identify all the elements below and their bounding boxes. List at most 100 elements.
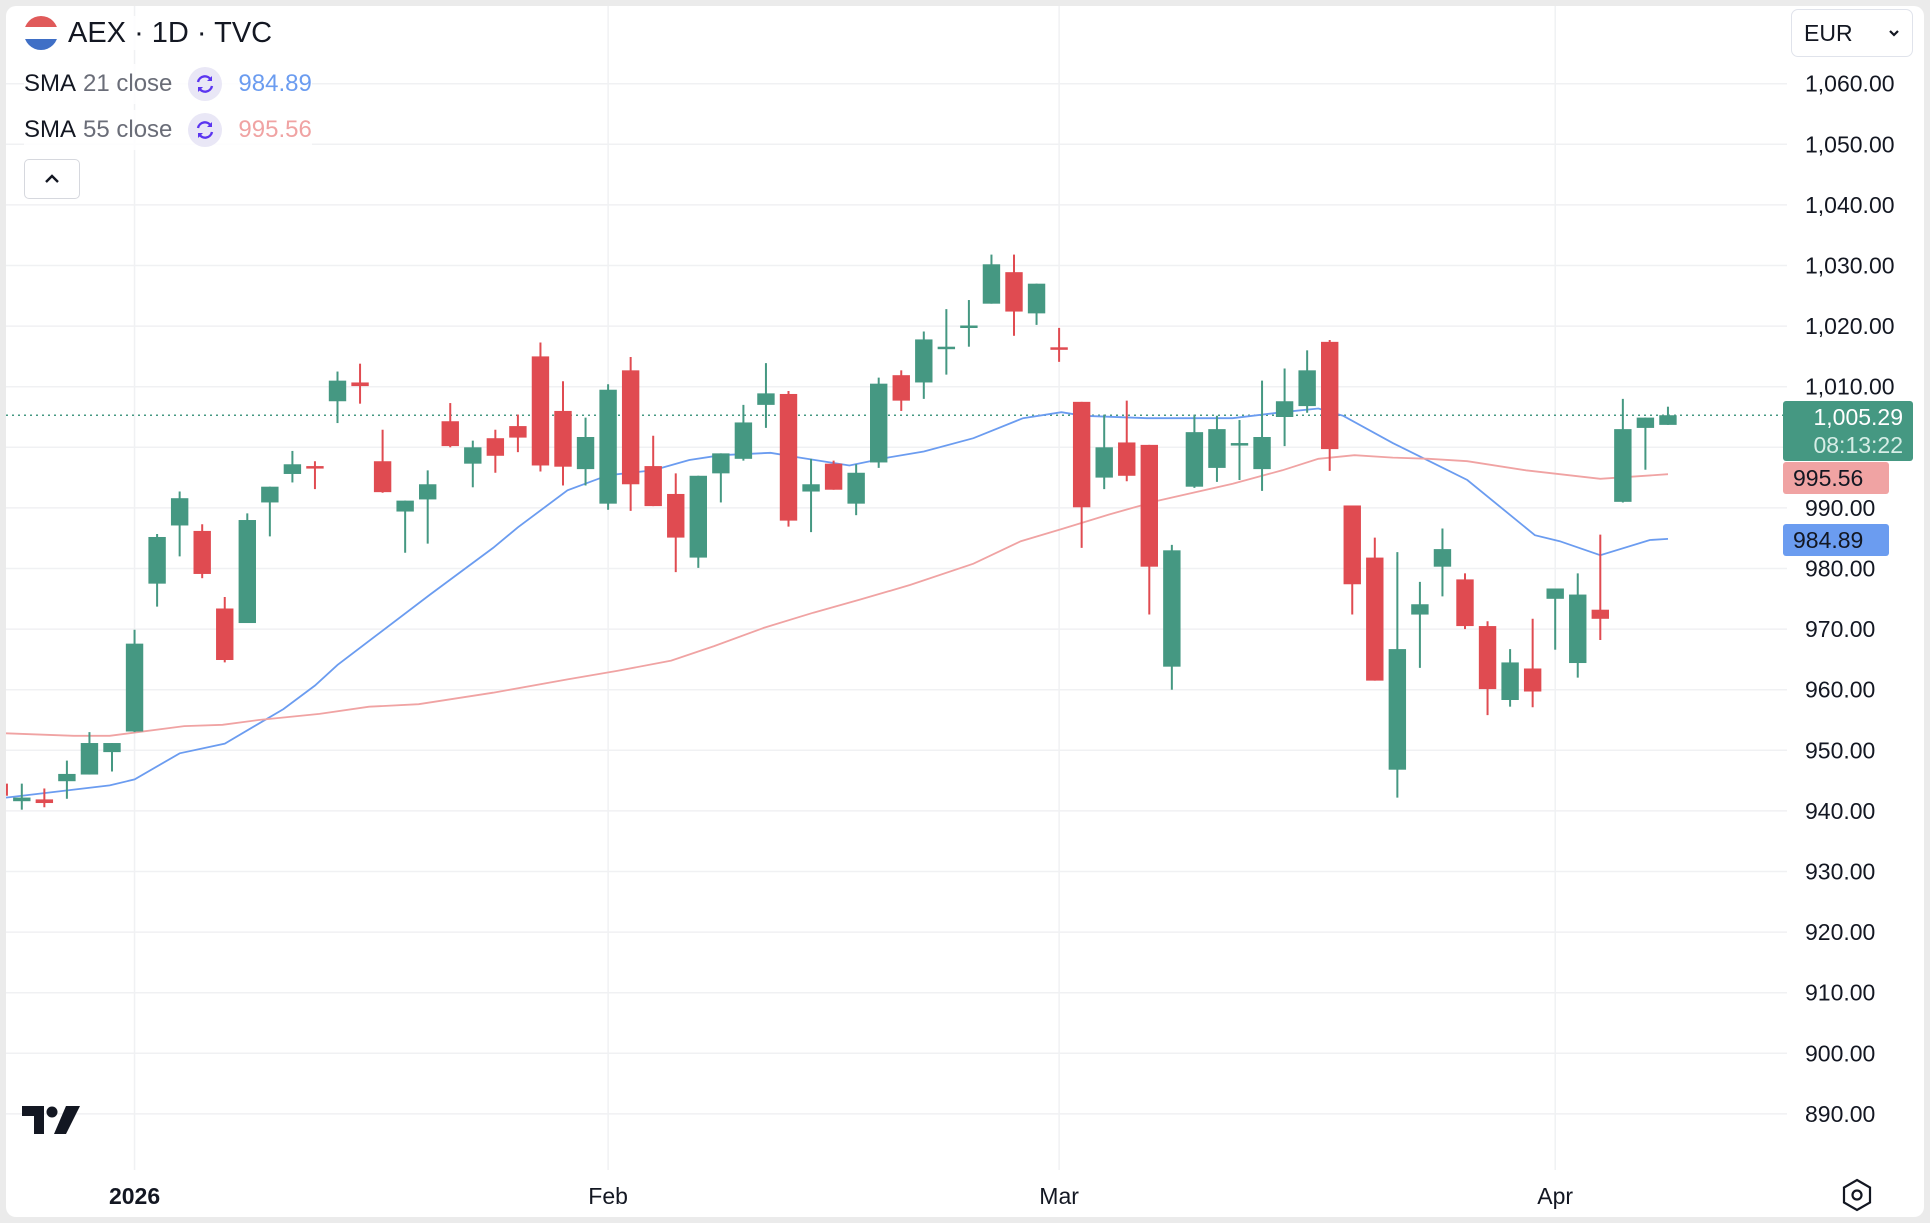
candles xyxy=(6,254,1677,810)
candle-down xyxy=(441,403,459,448)
candle-down xyxy=(779,390,798,527)
candle-up xyxy=(847,464,865,516)
tradingview-logo[interactable] xyxy=(22,1106,84,1138)
y-tick-label: 1,040.00 xyxy=(1805,192,1895,218)
candle-body xyxy=(892,375,910,401)
refresh-icon[interactable] xyxy=(188,113,223,147)
currency-select[interactable]: EUR xyxy=(1791,9,1913,57)
bar-countdown: 08:13:22 xyxy=(1813,432,1903,458)
y-tick-label: 940.00 xyxy=(1805,798,1875,824)
candle-up xyxy=(80,732,99,775)
indicator-value: 995.56 xyxy=(238,116,312,143)
candle-body xyxy=(824,463,843,490)
candle-up xyxy=(734,404,753,461)
indicator-sma21[interactable]: SMA 21 close 984.89 xyxy=(24,64,312,104)
candle-body xyxy=(531,356,550,466)
sma55-line xyxy=(6,454,1669,737)
candle-body xyxy=(982,264,1001,304)
candle-up xyxy=(982,254,1001,304)
flag-stripe-white xyxy=(24,27,58,39)
candle-up xyxy=(1208,415,1226,482)
candle-down xyxy=(824,460,843,490)
candle-body xyxy=(1005,272,1023,312)
y-tick-label: 1,050.00 xyxy=(1805,131,1895,157)
candle-up xyxy=(1659,406,1677,425)
candle-body xyxy=(1230,443,1249,446)
candle-body xyxy=(1569,594,1587,664)
candle-down xyxy=(216,596,234,663)
candle-body xyxy=(1456,579,1474,627)
time-axis[interactable]: 2026 Feb Mar Apr xyxy=(109,1183,1573,1209)
candle-body xyxy=(13,797,31,802)
candle-down xyxy=(35,788,54,808)
candle-body xyxy=(576,436,595,470)
candle-body xyxy=(757,393,775,405)
y-tick-label: 950.00 xyxy=(1805,737,1875,763)
candle-down xyxy=(1366,537,1384,681)
candle-down xyxy=(1072,401,1091,548)
candle-body xyxy=(1163,550,1181,667)
candle-body xyxy=(351,382,369,387)
candle-up xyxy=(261,486,279,537)
candle-body xyxy=(58,773,76,782)
candle-up xyxy=(1230,420,1249,481)
candle-down xyxy=(306,461,324,490)
candle-body xyxy=(1050,347,1068,350)
candle-up xyxy=(1636,417,1655,470)
y-tick-label: 1,030.00 xyxy=(1805,253,1895,279)
candle-down xyxy=(1591,534,1609,641)
candle-body xyxy=(6,783,8,796)
candle-up xyxy=(937,309,956,375)
candle-body xyxy=(779,393,798,521)
x-tick-label: Apr xyxy=(1537,1183,1573,1209)
candle-up xyxy=(170,491,189,557)
symbol-legend[interactable]: AEX · 1D · TVC xyxy=(24,16,273,50)
candle-body xyxy=(1140,444,1158,567)
candle-body xyxy=(689,475,707,558)
candle-body xyxy=(847,472,865,504)
candle-body xyxy=(1253,436,1271,470)
x-tick-label: Feb xyxy=(588,1183,628,1209)
collapse-legend-button[interactable] xyxy=(24,159,80,199)
candle-down xyxy=(1005,254,1023,336)
indicator-name: SMA xyxy=(24,70,77,97)
candle-up xyxy=(238,513,256,624)
candle-down xyxy=(1478,621,1497,716)
candle-down xyxy=(554,381,572,486)
candle-down xyxy=(892,370,910,411)
sma55-price-tag: 995.56 xyxy=(1783,462,1889,494)
candle-up xyxy=(1253,380,1271,491)
chart-card: 1,060.00 1,050.00 1,040.00 1,030.00 1,020.00… xyxy=(6,6,1924,1217)
candle-down xyxy=(621,357,640,511)
refresh-icon[interactable] xyxy=(188,67,223,101)
candle-up xyxy=(689,475,707,568)
candle-body xyxy=(1411,604,1429,615)
candle-up xyxy=(1614,398,1632,503)
indicator-name: SMA xyxy=(24,116,77,143)
candle-body xyxy=(1388,649,1407,770)
price-axis[interactable]: 1,060.00 1,050.00 1,040.00 1,030.00 1,020.00… xyxy=(1805,71,1895,1127)
indicator-sma55[interactable]: SMA 55 close 995.56 xyxy=(24,110,312,150)
candle-body xyxy=(148,536,166,584)
y-tick-label: 890.00 xyxy=(1805,1101,1875,1127)
candle-down xyxy=(509,414,527,453)
chart-settings-icon[interactable] xyxy=(1836,1174,1878,1216)
candle-up xyxy=(1298,350,1316,413)
candle-up xyxy=(125,629,144,733)
candle-body xyxy=(870,383,888,463)
y-tick-label: 910.00 xyxy=(1805,980,1875,1006)
flag-stripe-blue xyxy=(24,38,58,50)
candle-down xyxy=(1118,400,1136,482)
price-chart[interactable]: 1,060.00 1,050.00 1,040.00 1,030.00 1,020.00… xyxy=(6,6,1924,1217)
candle-body xyxy=(937,346,956,350)
chevron-up-icon xyxy=(45,174,59,183)
y-tick-label: 1,020.00 xyxy=(1805,313,1895,339)
candle-up xyxy=(1185,414,1204,488)
symbol-title[interactable]: AEX · 1D · TVC xyxy=(68,16,273,49)
candle-up xyxy=(599,384,617,510)
candle-body xyxy=(1321,341,1339,450)
y-tick-label: 930.00 xyxy=(1805,859,1875,885)
y-tick-label: 990.00 xyxy=(1805,495,1875,521)
candle-body xyxy=(261,486,279,503)
candle-up xyxy=(328,371,347,424)
